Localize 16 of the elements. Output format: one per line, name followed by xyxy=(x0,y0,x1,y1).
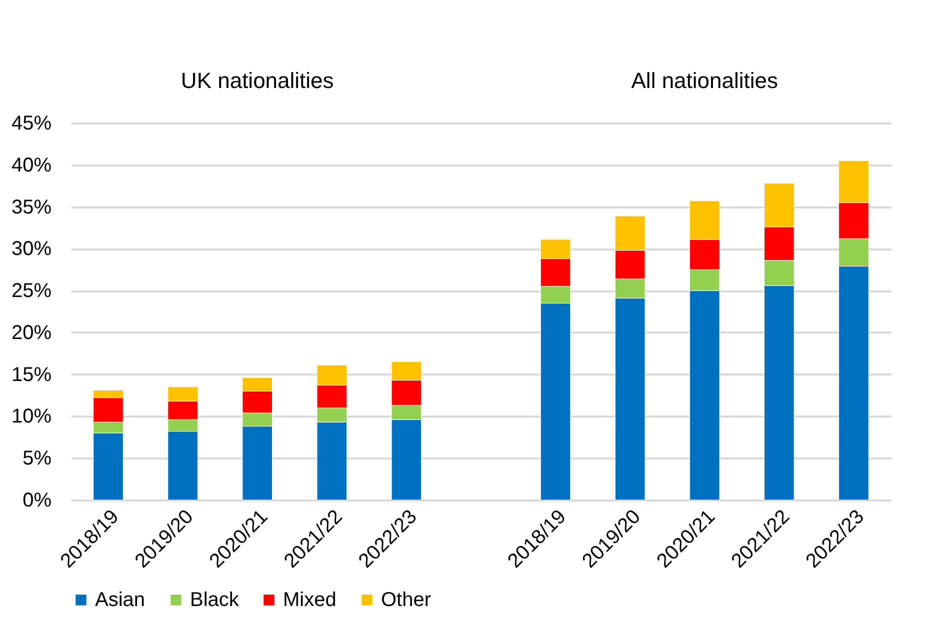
y-tick-label: 0% xyxy=(22,490,52,512)
y-tick-label: 45% xyxy=(11,112,52,134)
y-tick-label: 35% xyxy=(11,196,52,218)
y-tick-label: 15% xyxy=(11,364,52,386)
y-tick-label: 10% xyxy=(11,406,52,428)
text: UK nationalities xyxy=(180,68,334,93)
legend-label: Black xyxy=(190,589,240,611)
legend-label: Asian xyxy=(95,589,146,611)
y-tick-label: 25% xyxy=(11,280,52,302)
y-tick-label: 30% xyxy=(11,238,52,260)
legend-label: Other xyxy=(381,589,432,611)
text: All nationalities xyxy=(631,68,778,93)
legend-label: Mixed xyxy=(283,589,336,611)
y-tick-label: 40% xyxy=(11,154,52,176)
y-tick-label: 20% xyxy=(11,322,52,344)
y-tick-label: 5% xyxy=(22,448,52,470)
